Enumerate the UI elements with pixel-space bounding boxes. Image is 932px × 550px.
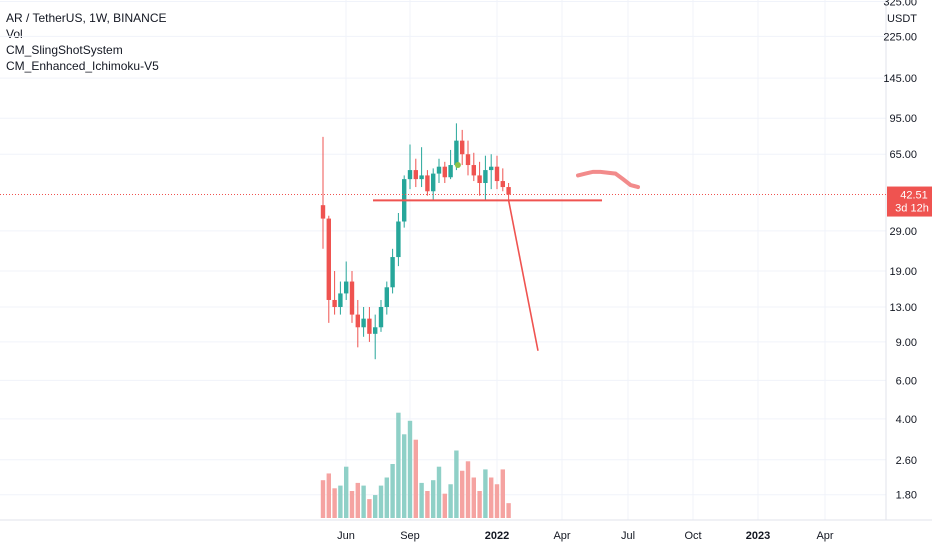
volume-bar bbox=[460, 470, 465, 518]
candle-body bbox=[338, 293, 343, 308]
time-tick-label: Sep bbox=[400, 530, 420, 542]
volume-bar bbox=[489, 477, 494, 518]
time-tick-label: Jun bbox=[337, 530, 355, 542]
candle-body bbox=[500, 181, 505, 188]
price-tick-label: 1.80 bbox=[896, 490, 917, 502]
last-price-value: 42.51 bbox=[900, 190, 928, 202]
price-tick-label: 6.00 bbox=[896, 375, 917, 387]
legend-symbol[interactable]: AR / TetherUS, 1W, BINANCE bbox=[6, 11, 167, 25]
time-tick-label: 2022 bbox=[485, 530, 509, 542]
volume-bar bbox=[471, 477, 476, 518]
candle-body bbox=[355, 314, 360, 328]
volume-bar bbox=[338, 485, 343, 518]
candle-body bbox=[436, 166, 442, 174]
candle-body bbox=[384, 287, 389, 308]
price-tick-label: 4.00 bbox=[896, 414, 917, 426]
candle-body bbox=[483, 170, 488, 184]
candle-body bbox=[390, 257, 395, 288]
volume-bar bbox=[425, 491, 430, 518]
candle-body bbox=[454, 140, 459, 166]
candle-body bbox=[419, 175, 424, 180]
candle-body bbox=[448, 165, 453, 178]
volume-bar bbox=[477, 491, 482, 518]
candle-body bbox=[326, 218, 331, 300]
candle-body bbox=[506, 187, 511, 195]
last-price-tag bbox=[887, 186, 932, 217]
time-tick-label: 2023 bbox=[746, 530, 770, 542]
candle-body bbox=[332, 299, 337, 308]
volume-bar bbox=[494, 484, 500, 518]
price-tick-label: 65.00 bbox=[889, 149, 917, 161]
candle-body bbox=[349, 281, 355, 315]
projection-line bbox=[507, 200, 539, 351]
chart-legend: AR / TetherUS, 1W, BINANCE Vol CM_SlingS… bbox=[6, 10, 167, 74]
ichimoku-cloud-band bbox=[576, 169, 640, 190]
legend-indicator-ichimoku[interactable]: CM_Enhanced_Ichimoku-V5 bbox=[6, 59, 159, 73]
price-tick-label: 325.00 bbox=[883, 0, 917, 8]
time-tick-label: Jul bbox=[621, 530, 635, 542]
price-tick-label: 29.00 bbox=[889, 226, 917, 238]
volume-bar bbox=[384, 477, 389, 518]
volume-bar bbox=[454, 450, 459, 518]
volume-bar bbox=[483, 469, 488, 518]
price-tick-label: 145.00 bbox=[883, 73, 917, 85]
time-tick-label: Apr bbox=[816, 530, 833, 542]
legend-indicator-slingshot[interactable]: CM_SlingShotSystem bbox=[6, 43, 123, 57]
candle-body bbox=[378, 307, 384, 328]
volume-bar bbox=[402, 434, 407, 518]
volume-bar bbox=[396, 412, 401, 518]
volume-bar bbox=[407, 420, 413, 518]
candle-body bbox=[396, 221, 401, 258]
price-tick-label: 13.00 bbox=[889, 302, 917, 314]
price-tick-label: 2.60 bbox=[896, 455, 917, 467]
candle-body bbox=[471, 165, 476, 176]
volume-bar bbox=[332, 488, 337, 518]
volume-bar bbox=[355, 482, 360, 518]
candle-body bbox=[431, 173, 436, 192]
legend-indicator-vol[interactable]: Vol bbox=[6, 27, 23, 41]
bar-countdown: 3d 12h bbox=[895, 203, 929, 215]
candle-body bbox=[465, 154, 471, 166]
candle-body bbox=[344, 281, 349, 294]
volume-bar bbox=[436, 466, 442, 518]
candle-body bbox=[425, 175, 430, 192]
price-tick-label: 9.00 bbox=[896, 337, 917, 349]
time-tick-label: Apr bbox=[553, 530, 570, 542]
volume-bar bbox=[465, 461, 471, 518]
candle-body bbox=[320, 205, 326, 219]
volume-bar bbox=[361, 485, 366, 518]
candle-body bbox=[489, 166, 494, 171]
candle-body bbox=[442, 166, 447, 178]
volume-bar bbox=[413, 439, 418, 518]
volume-bar bbox=[373, 495, 378, 518]
price-tick-label: 95.00 bbox=[889, 113, 917, 125]
candle-body bbox=[477, 175, 482, 184]
volume-bar bbox=[506, 503, 511, 518]
volume-bar bbox=[500, 469, 505, 518]
currency-label: USDT bbox=[887, 13, 917, 25]
volume-bar bbox=[390, 464, 395, 518]
time-tick-label: Oct bbox=[684, 530, 701, 542]
volume-bar bbox=[442, 493, 447, 518]
candle-body bbox=[460, 140, 465, 155]
price-tick-label: 19.00 bbox=[889, 266, 917, 278]
volume-bar bbox=[419, 482, 424, 518]
volume-bar bbox=[320, 480, 326, 518]
volume-bar bbox=[367, 499, 372, 518]
candle-body bbox=[494, 166, 500, 182]
candle-body bbox=[361, 318, 366, 328]
candle-body bbox=[367, 318, 372, 334]
signal-dot bbox=[454, 162, 461, 169]
candle-body bbox=[413, 170, 418, 180]
volume-bar bbox=[431, 480, 436, 518]
volume-bar bbox=[344, 466, 349, 518]
candle-body bbox=[407, 170, 413, 180]
volume-bar bbox=[326, 473, 331, 518]
price-tick-label: 225.00 bbox=[883, 31, 917, 43]
candle-body bbox=[373, 327, 378, 334]
volume-bar bbox=[378, 485, 384, 518]
volume-bar bbox=[448, 484, 453, 518]
volume-bar bbox=[349, 491, 355, 518]
